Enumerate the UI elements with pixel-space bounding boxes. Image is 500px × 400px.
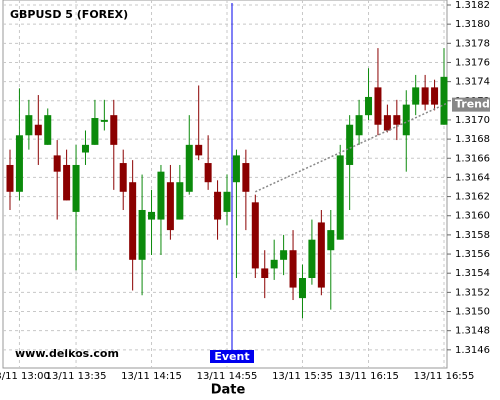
candle-body (100, 119, 108, 122)
x-tick-label: 13/11 14:15 (121, 371, 182, 382)
candle-body (383, 115, 391, 131)
candle-body (25, 115, 33, 136)
event-label-box (210, 350, 254, 363)
x-tick-label: 13/11 16:15 (338, 371, 399, 382)
candle-body (214, 191, 222, 220)
y-tick-label: 1.3156 (455, 249, 490, 260)
candle-body (223, 191, 231, 212)
candle-body (232, 155, 240, 183)
candle-body (412, 87, 420, 105)
candle-body (431, 87, 439, 105)
y-tick-label: 1.3154 (455, 268, 490, 279)
y-tick-label: 1.3180 (455, 19, 490, 30)
candle-body (298, 278, 306, 299)
candle-body (374, 87, 382, 125)
event-label: Event (214, 350, 249, 363)
candle-body (6, 164, 14, 192)
candle-body (308, 239, 316, 278)
candle-body (53, 155, 61, 172)
x-tick-label: 13/11 16:55 (414, 371, 475, 382)
trend-label: Trend (455, 98, 490, 111)
y-tick-label: 1.3148 (455, 326, 490, 337)
candle-body (157, 171, 165, 220)
watermark: www.delkos.com (15, 347, 119, 360)
candle-body (261, 268, 269, 278)
candle-body (393, 115, 401, 125)
candle-body (421, 87, 429, 105)
y-tick-label: 1.3170 (455, 115, 490, 126)
trend-line (254, 102, 448, 193)
x-axis-label: Date (211, 383, 246, 398)
x-tick-label: 13/11 13:35 (46, 371, 107, 382)
chart-title: GBPUSD 5 (FOREX) (10, 8, 128, 21)
candle-body (91, 118, 99, 145)
x-tick-label: 13/11 14:55 (197, 371, 258, 382)
candle-body (365, 96, 373, 116)
y-tick-label: 1.3164 (455, 172, 490, 183)
candle-body (242, 163, 250, 192)
candle-body (119, 163, 127, 192)
candle-body (72, 164, 80, 212)
candle-body (195, 144, 203, 156)
trend-label-box (452, 97, 490, 112)
y-tick-label: 1.3176 (455, 57, 490, 68)
y-tick-label: 1.3158 (455, 230, 490, 241)
y-tick-label: 1.3152 (455, 287, 490, 298)
candle-body (355, 115, 363, 136)
candle-body (81, 144, 89, 153)
candle-body (166, 182, 174, 231)
candle-body (289, 250, 297, 288)
candle-body (44, 115, 52, 145)
y-tick-label: 1.3174 (455, 77, 490, 88)
candle-body (440, 76, 448, 125)
candle-body (204, 163, 212, 183)
candle-body (251, 202, 259, 269)
candle-body (336, 155, 344, 240)
candle-body (270, 259, 278, 269)
candle-body (327, 230, 335, 251)
x-tick-label: 13/11 15:35 (272, 371, 333, 382)
candle-body (15, 135, 23, 192)
y-tick-label: 1.3162 (455, 192, 490, 203)
candle-body (129, 182, 137, 260)
candle-body (148, 211, 156, 220)
candle-body (402, 104, 410, 136)
candle-body (176, 182, 184, 220)
y-tick-label: 1.3160 (455, 211, 490, 222)
y-tick-label: 1.3150 (455, 307, 490, 318)
y-tick-label: 1.3178 (455, 38, 490, 49)
candle-body (346, 124, 354, 165)
candle-body (317, 222, 325, 288)
x-tick-label: 13/11 13:00 (0, 371, 50, 382)
candle-body (138, 209, 146, 260)
y-tick-label: 1.3168 (455, 134, 490, 145)
candle-body (34, 124, 42, 136)
candle-body (185, 144, 193, 192)
y-tick-label: 1.3182 (455, 0, 490, 11)
y-tick-label: 1.3146 (455, 345, 490, 356)
candle-body (280, 250, 288, 260)
candle-body (110, 115, 118, 145)
y-tick-label: 1.3166 (455, 153, 490, 164)
candle-body (63, 164, 71, 201)
